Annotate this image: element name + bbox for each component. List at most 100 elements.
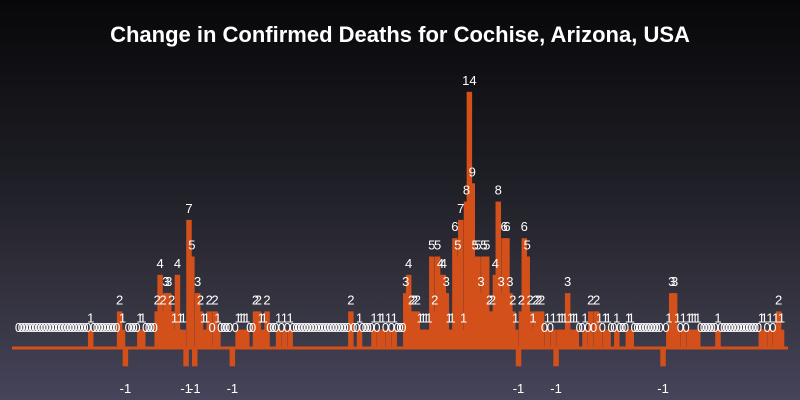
data-label: 2 bbox=[116, 292, 123, 307]
data-label: -1 bbox=[227, 381, 239, 396]
bar bbox=[255, 311, 262, 348]
data-label: 2 bbox=[518, 292, 525, 307]
bar bbox=[492, 274, 499, 348]
data-label: 0 bbox=[645, 320, 652, 335]
data-label: 0 bbox=[18, 320, 25, 335]
bar bbox=[460, 329, 467, 348]
data-label: 0 bbox=[107, 320, 114, 335]
data-label: 0 bbox=[324, 320, 331, 335]
bar bbox=[446, 329, 452, 348]
data-label: 1 bbox=[425, 311, 432, 326]
data-label: 1 bbox=[235, 311, 242, 326]
data-label: 0 bbox=[70, 320, 77, 335]
bar bbox=[229, 348, 236, 367]
data-label: 1 bbox=[417, 311, 424, 326]
data-label: 1 bbox=[529, 311, 536, 326]
bar bbox=[241, 329, 247, 348]
data-label: 0 bbox=[654, 320, 661, 335]
bar bbox=[761, 329, 767, 348]
data-label: 0 bbox=[220, 320, 227, 335]
data-label: 0 bbox=[104, 320, 111, 335]
data-label: 3 bbox=[564, 274, 571, 289]
data-label: 1 bbox=[685, 311, 692, 326]
data-label: 0 bbox=[208, 320, 215, 335]
data-label: 7 bbox=[457, 201, 464, 216]
data-label: 0 bbox=[709, 320, 716, 335]
bar bbox=[524, 256, 530, 348]
data-label: 0 bbox=[15, 320, 22, 335]
bar bbox=[455, 256, 461, 348]
data-label: 1 bbox=[385, 311, 392, 326]
bar bbox=[244, 329, 250, 348]
data-label: 0 bbox=[289, 320, 296, 335]
data-label: 0 bbox=[295, 320, 302, 335]
data-label: 0 bbox=[639, 320, 646, 335]
data-label: 1 bbox=[87, 311, 94, 326]
data-label: 0 bbox=[148, 320, 155, 335]
data-label: 1 bbox=[691, 311, 698, 326]
data-label: 3 bbox=[498, 274, 505, 289]
data-label: 1 bbox=[258, 311, 265, 326]
data-label: 0 bbox=[399, 320, 406, 335]
bar bbox=[559, 329, 565, 348]
data-label: 1 bbox=[714, 311, 721, 326]
data-label: 1 bbox=[581, 311, 588, 326]
data-label: 2 bbox=[526, 292, 533, 307]
data-label: 5 bbox=[524, 238, 531, 253]
bar bbox=[498, 293, 504, 348]
bar bbox=[157, 274, 163, 348]
bar bbox=[258, 329, 264, 348]
data-label: 1 bbox=[613, 311, 620, 326]
data-label: 0 bbox=[24, 320, 31, 335]
bar bbox=[564, 293, 571, 348]
bar bbox=[163, 293, 169, 348]
data-label: 0 bbox=[584, 320, 591, 335]
data-label: 0 bbox=[697, 320, 704, 335]
data-label: 0 bbox=[284, 320, 291, 335]
data-label: 4 bbox=[174, 256, 181, 271]
data-label: 2 bbox=[408, 292, 415, 307]
bar bbox=[509, 311, 516, 348]
bar bbox=[417, 329, 423, 348]
bar bbox=[189, 256, 195, 348]
bar bbox=[414, 311, 421, 348]
data-label: 0 bbox=[746, 320, 753, 335]
data-label: 7 bbox=[185, 201, 192, 216]
bar bbox=[137, 329, 143, 348]
data-label: 0 bbox=[339, 320, 346, 335]
data-label: 0 bbox=[41, 320, 48, 335]
bar bbox=[501, 238, 507, 348]
data-label: 1 bbox=[550, 311, 557, 326]
data-label: 1 bbox=[177, 311, 184, 326]
data-label: 0 bbox=[321, 320, 328, 335]
data-label: 0 bbox=[599, 320, 606, 335]
data-label: -1 bbox=[189, 381, 201, 396]
data-label: 0 bbox=[547, 320, 554, 335]
bar bbox=[588, 311, 594, 348]
data-label: 0 bbox=[217, 320, 224, 335]
data-label: 0 bbox=[102, 320, 109, 335]
data-label: 1 bbox=[772, 311, 779, 326]
bar bbox=[518, 311, 525, 348]
data-label: 1 bbox=[379, 311, 386, 326]
data-label: 1 bbox=[512, 311, 519, 326]
data-label: 0 bbox=[278, 320, 285, 335]
data-label: 2 bbox=[775, 292, 782, 307]
data-label: 5 bbox=[434, 238, 441, 253]
data-label: 1 bbox=[420, 311, 427, 326]
data-label: 5 bbox=[428, 238, 435, 253]
data-label: 0 bbox=[84, 320, 91, 335]
data-label: 0 bbox=[619, 320, 626, 335]
bar bbox=[550, 329, 556, 348]
data-label: 4 bbox=[405, 256, 412, 271]
data-label: 0 bbox=[388, 320, 395, 335]
bar bbox=[596, 329, 603, 348]
data-label: 5 bbox=[454, 238, 461, 253]
bar bbox=[457, 219, 464, 348]
bar bbox=[680, 329, 687, 348]
data-label: 0 bbox=[315, 320, 322, 335]
data-label: -1 bbox=[180, 381, 192, 396]
data-label: 0 bbox=[726, 320, 733, 335]
bar bbox=[183, 348, 189, 367]
bar bbox=[573, 329, 580, 348]
